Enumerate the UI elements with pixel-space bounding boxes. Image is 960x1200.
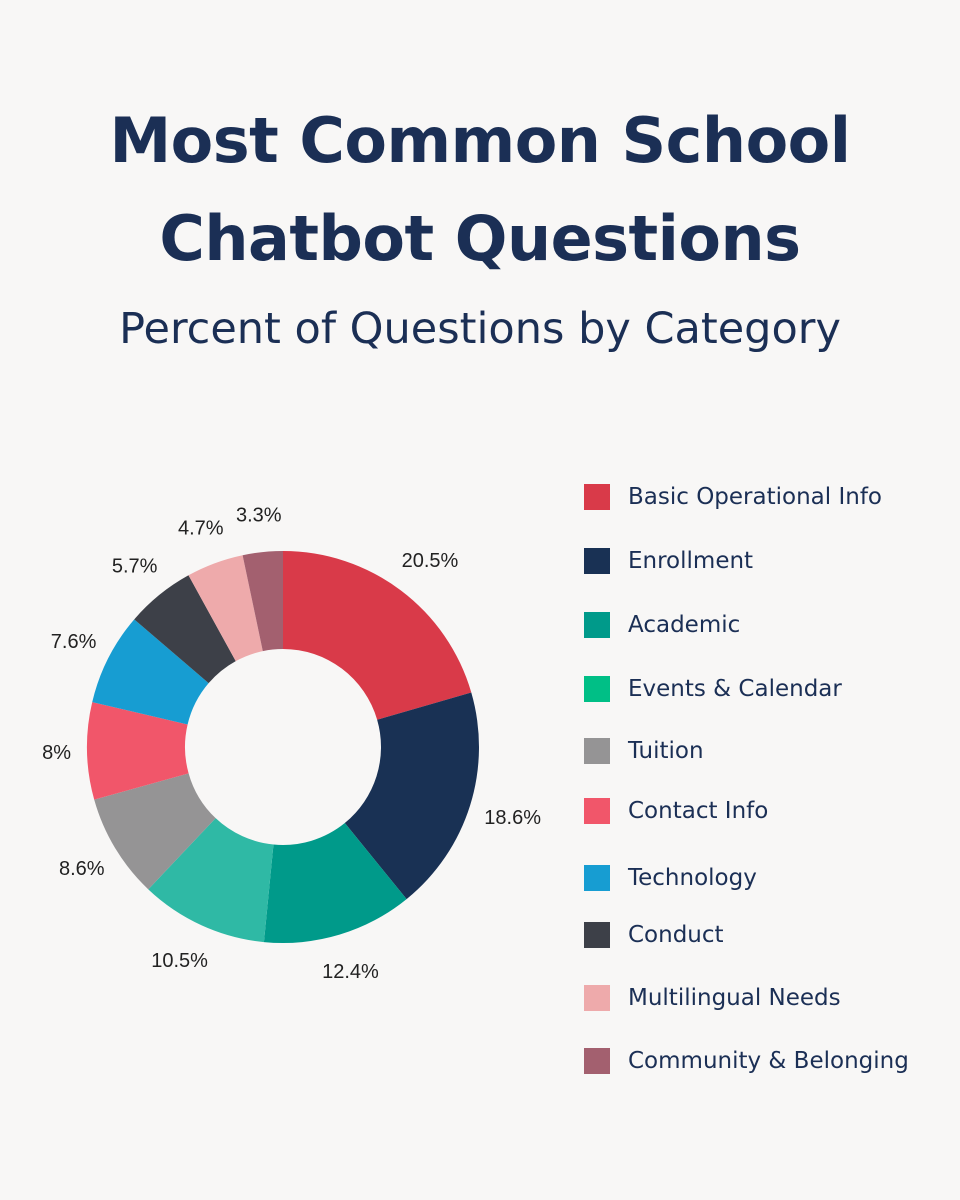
donut-slice-academic bbox=[263, 823, 407, 943]
donut-slice-community-belonging bbox=[242, 551, 283, 652]
donut-slice-events-calendar bbox=[148, 818, 274, 943]
legend-label: Multilingual Needs bbox=[628, 985, 841, 1011]
legend: Basic Operational Info Enrollment Academic… bbox=[584, 0, 960, 1200]
legend-item: Tuition bbox=[584, 738, 960, 768]
legend-item: Academic bbox=[584, 612, 960, 642]
data-label-enrollment: 18.6% bbox=[484, 807, 541, 829]
donut-slice-basic-operational-info bbox=[283, 551, 472, 720]
legend-item: Conduct bbox=[584, 922, 960, 952]
legend-label: Enrollment bbox=[628, 548, 754, 574]
legend-label: Community & Belonging bbox=[628, 1048, 909, 1074]
data-label-contact-info: 8% bbox=[42, 742, 71, 764]
legend-swatch bbox=[584, 985, 610, 1011]
legend-swatch bbox=[584, 548, 610, 574]
legend-label: Events & Calendar bbox=[628, 676, 842, 702]
legend-label: Contact Info bbox=[628, 798, 769, 824]
legend-swatch bbox=[584, 865, 610, 891]
legend-item: Events & Calendar bbox=[584, 676, 960, 706]
chart-title-line-2: Chatbot Questions bbox=[159, 202, 801, 275]
donut-slice-technology bbox=[92, 619, 209, 725]
legend-label: Technology bbox=[628, 865, 757, 891]
legend-swatch bbox=[584, 738, 610, 764]
chart-title-line-1: Most Common School bbox=[109, 104, 851, 177]
legend-item: Multilingual Needs bbox=[584, 985, 960, 1015]
legend-swatch bbox=[584, 676, 610, 702]
legend-item: Community & Belonging bbox=[584, 1048, 960, 1078]
data-labels: 20.5% 18.6% 12.4% 10.5% 8.6% 8% 7.6% 5.7% 4.7% 3.… bbox=[42, 504, 541, 983]
donut-slice-conduct bbox=[134, 575, 236, 684]
data-label-basic-operational-info: 20.5% bbox=[402, 550, 459, 572]
data-label-multilingual-needs: 4.7% bbox=[178, 518, 224, 540]
data-label-community-belonging: 3.3% bbox=[236, 504, 282, 526]
data-label-conduct: 5.7% bbox=[112, 555, 158, 577]
legend-swatch bbox=[584, 612, 610, 638]
donut-slices bbox=[87, 551, 479, 943]
donut-slice-tuition bbox=[94, 773, 216, 890]
legend-swatch bbox=[584, 484, 610, 510]
data-label-events-calendar: 10.5% bbox=[151, 950, 208, 972]
legend-item: Enrollment bbox=[584, 548, 960, 578]
legend-label: Conduct bbox=[628, 922, 724, 948]
legend-swatch bbox=[584, 1048, 610, 1074]
donut-slice-contact-info bbox=[87, 702, 189, 800]
legend-label: Basic Operational Info bbox=[628, 484, 882, 510]
data-label-tuition: 8.6% bbox=[59, 858, 105, 880]
legend-item: Basic Operational Info bbox=[584, 484, 960, 514]
legend-item: Contact Info bbox=[584, 798, 960, 828]
legend-label: Tuition bbox=[628, 738, 704, 764]
legend-label: Academic bbox=[628, 612, 741, 638]
chart-subtitle: Percent of Questions by Category bbox=[119, 304, 841, 354]
data-label-technology: 7.6% bbox=[51, 631, 97, 653]
legend-swatch bbox=[584, 922, 610, 948]
legend-item: Technology bbox=[584, 865, 960, 895]
data-label-academic: 12.4% bbox=[322, 961, 379, 983]
legend-swatch bbox=[584, 798, 610, 824]
donut-slice-multilingual-needs bbox=[188, 555, 263, 662]
donut-slice-enrollment bbox=[344, 692, 479, 900]
